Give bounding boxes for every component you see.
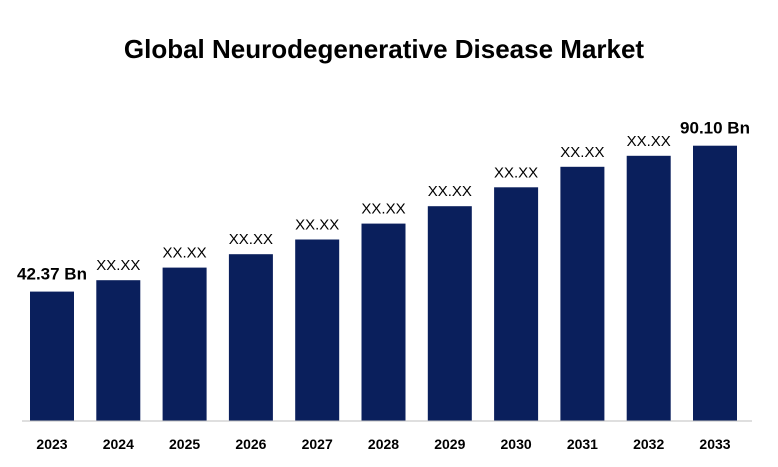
x-tick-2026: 2026 [235,436,266,452]
bar-2028 [361,223,406,421]
data-label-2031: XX.XX [560,144,604,161]
data-label-2023: 42.37 Bn [17,265,87,284]
data-label-2032: XX.XX [627,133,671,150]
x-tick-2029: 2029 [434,436,465,452]
chart-title: Global Neurodegenerative Disease Market [124,34,645,64]
bar-2031 [560,166,605,421]
x-tick-2032: 2032 [633,436,664,452]
x-tick-2023: 2023 [36,436,67,452]
data-label-2024: XX.XX [96,257,140,274]
x-tick-2030: 2030 [501,436,532,452]
x-tick-labels: 2023 2024 2025 2026 2027 2028 2029 2030 2031 2032… [36,436,730,452]
data-label-2029: XX.XX [428,183,472,200]
bar-2023 [30,291,74,421]
bar-2029 [427,206,472,421]
x-tick-2031: 2031 [567,436,598,452]
data-label-2026: XX.XX [229,231,273,248]
data-label-2030: XX.XX [494,164,538,181]
x-tick-2028: 2028 [368,436,399,452]
bar-2027 [295,239,340,421]
x-tick-2033: 2033 [699,436,730,452]
x-tick-2024: 2024 [103,436,134,452]
bar-2032 [626,155,671,422]
bar-2030 [494,187,539,421]
data-label-2028: XX.XX [361,201,405,218]
x-tick-2025: 2025 [169,436,200,452]
bar-2024 [96,280,141,421]
data-label-2025: XX.XX [163,245,207,262]
bar-2025 [162,267,207,421]
data-labels: 42.37 Bn XX.XX XX.XX XX.XX XX.XX XX.XX XX.XX XX… [17,119,750,284]
x-tick-2027: 2027 [302,436,333,452]
bar-2033 [693,145,737,421]
data-label-2027: XX.XX [295,217,339,234]
data-label-2033: 90.10 Bn [680,119,750,138]
bar-2026 [228,254,273,421]
bars-group [30,145,737,422]
